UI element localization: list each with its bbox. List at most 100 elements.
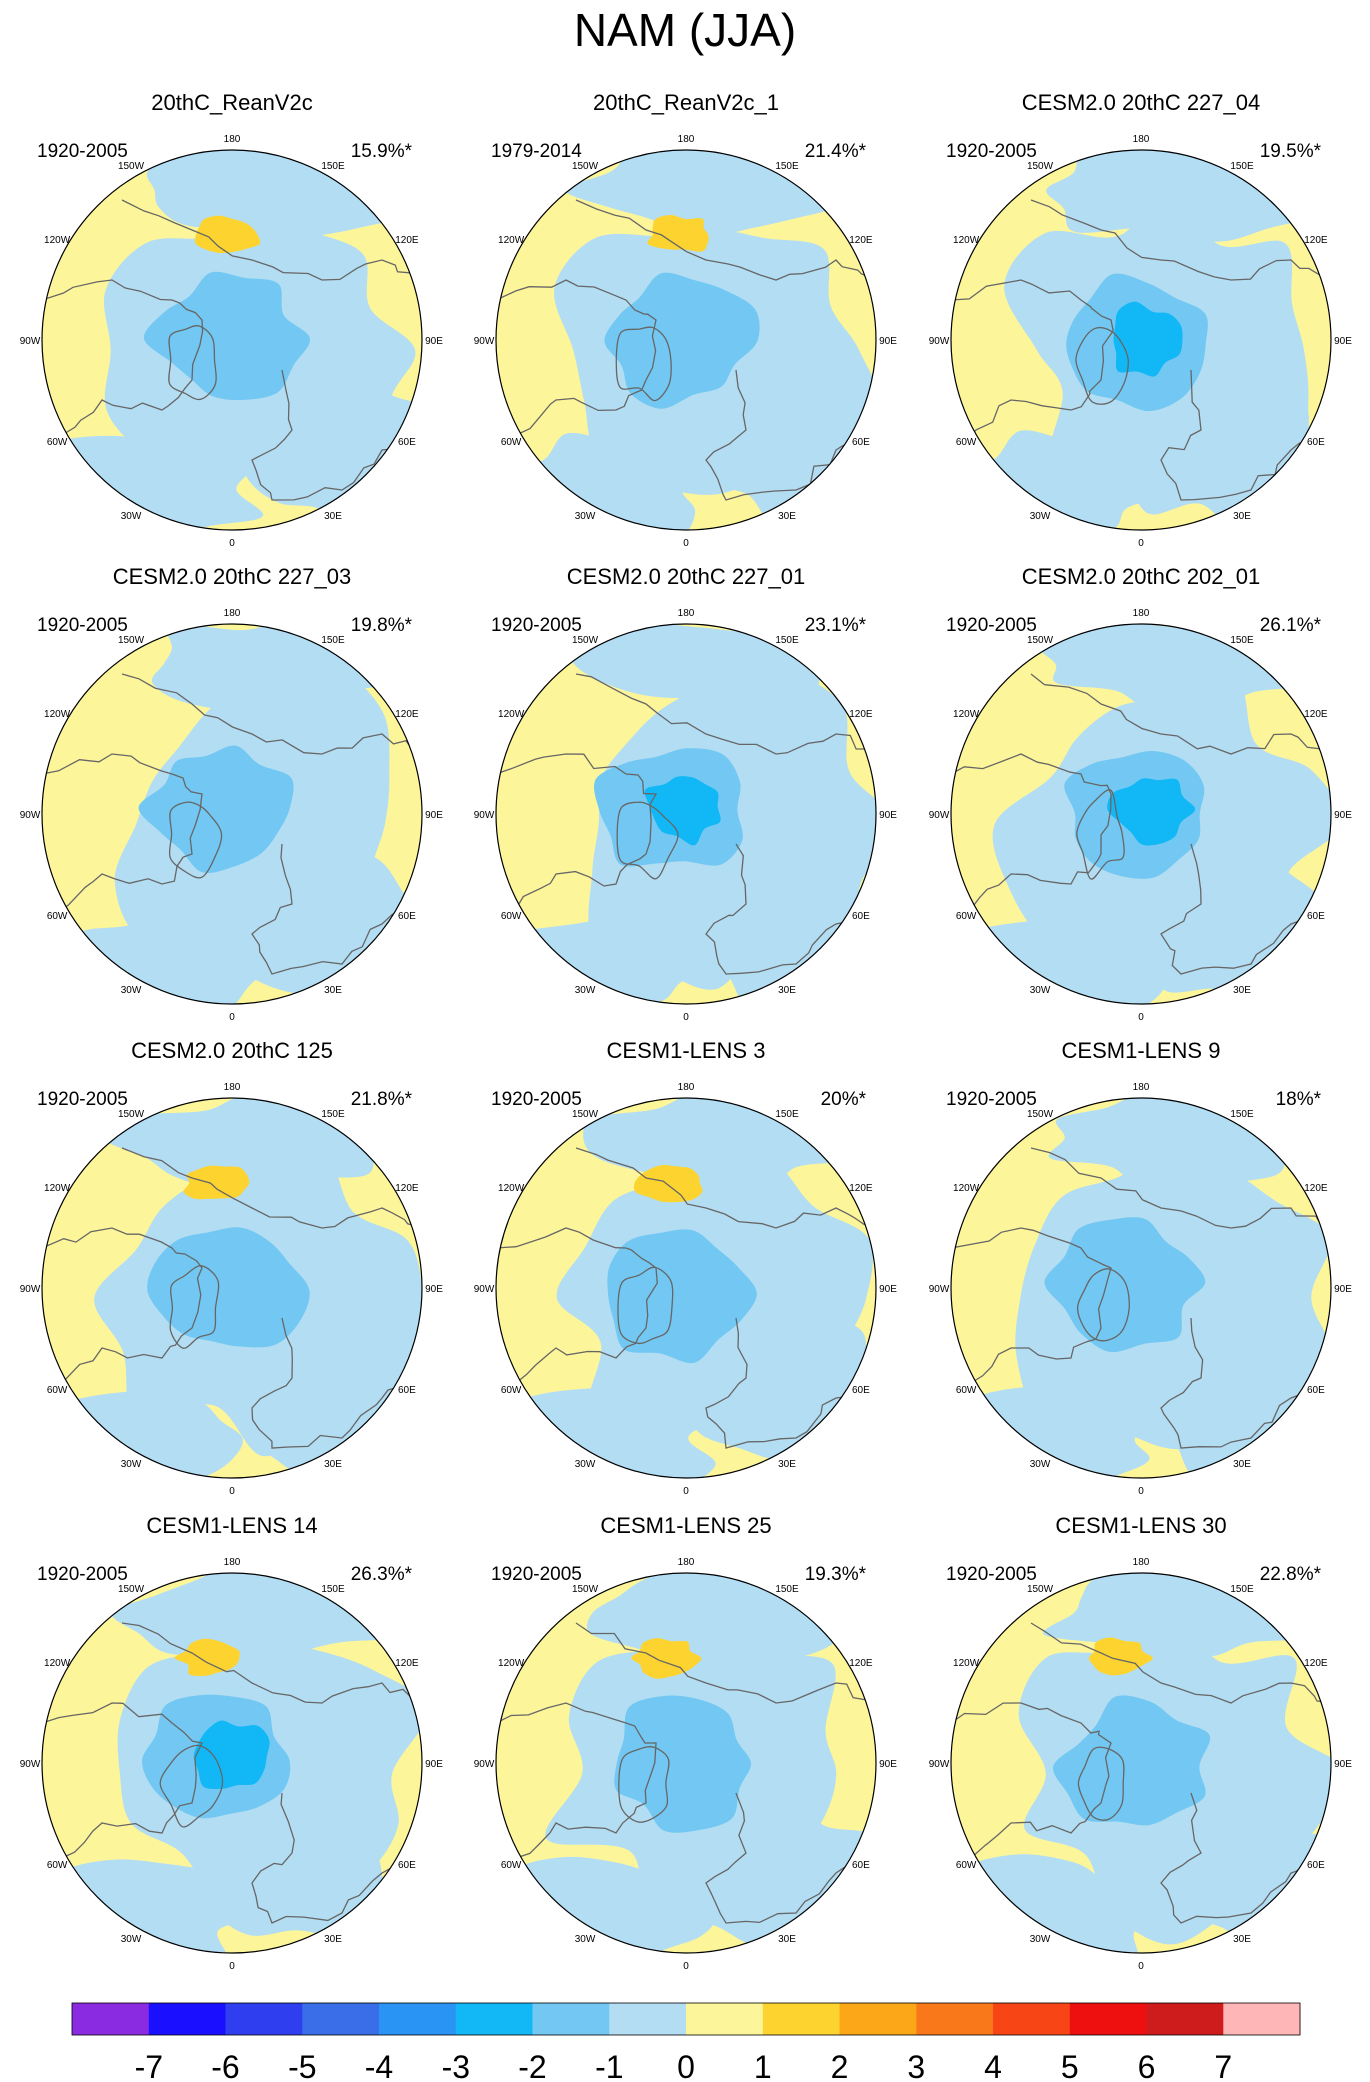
longitude-label: 120W xyxy=(498,709,525,720)
longitude-label: 60W xyxy=(47,1385,68,1396)
contour-neg2 xyxy=(1044,1217,1206,1353)
longitude-label: 90W xyxy=(20,336,41,347)
longitude-label: 60W xyxy=(501,1860,522,1871)
map-field xyxy=(42,1573,422,1953)
longitude-label: 0 xyxy=(1138,1486,1144,1497)
panel-variance: 22.8%* xyxy=(1260,1564,1322,1585)
longitude-label: 180 xyxy=(224,1082,241,1093)
colorbar-tick-label: 2 xyxy=(831,2049,849,2082)
panel-period: 1920-2005 xyxy=(946,1089,1037,1110)
longitude-label: 120W xyxy=(44,235,71,246)
panel-period: 1920-2005 xyxy=(946,141,1037,162)
coastline xyxy=(251,1792,422,1924)
coastline xyxy=(121,1147,422,1229)
longitude-label: 120W xyxy=(498,235,525,246)
longitude-label: 150E xyxy=(775,161,799,172)
panel-variance: 19.3%* xyxy=(805,1564,867,1585)
longitude-label: 180 xyxy=(224,1557,241,1568)
longitude-label: 0 xyxy=(229,1012,235,1023)
contour-neg2 xyxy=(614,1695,752,1833)
coastline xyxy=(575,1147,876,1229)
coastline xyxy=(1030,673,1331,755)
longitude-label: 150E xyxy=(775,1584,799,1595)
longitude-label: 30W xyxy=(121,1934,142,1945)
longitude-label: 150W xyxy=(572,1584,599,1595)
longitude-label: 90E xyxy=(425,1759,443,1770)
contour-neg3 xyxy=(1113,301,1183,377)
longitude-label: 120E xyxy=(395,1658,419,1669)
colorbar-tick-label: 3 xyxy=(907,2049,925,2082)
map-frame xyxy=(495,623,877,1005)
panel-title: 20thC_ReanV2c_1 xyxy=(593,90,779,115)
map-panel: 180 150E 120E 90E 60E 30E 0 30W 60W 90W 120W 150W CE… xyxy=(929,1513,1353,1972)
longitude-label: 30E xyxy=(1233,1934,1251,1945)
longitude-label: 120E xyxy=(849,235,873,246)
map-frame xyxy=(950,1572,1332,1954)
contour-neg3 xyxy=(1107,778,1196,846)
longitude-label: 150E xyxy=(1230,161,1254,172)
coastline xyxy=(1030,1622,1331,1704)
coastline xyxy=(42,753,203,910)
coastline xyxy=(1030,199,1331,281)
map-field xyxy=(496,624,876,1004)
longitude-label: 120E xyxy=(849,709,873,720)
colorbar-tick-label: -6 xyxy=(211,2049,239,2082)
longitude-label: 60W xyxy=(501,1385,522,1396)
map-field xyxy=(496,150,876,530)
coastline xyxy=(575,673,876,755)
coastline xyxy=(951,1227,1112,1384)
longitude-label: 150W xyxy=(118,1109,145,1120)
longitude-label: 150W xyxy=(1027,161,1054,172)
longitude-label: 30W xyxy=(121,1459,142,1470)
greenland-outline xyxy=(616,801,679,880)
longitude-label: 90E xyxy=(879,336,897,347)
longitude-label: 120E xyxy=(1304,1658,1328,1669)
contour-neg2 xyxy=(1053,1695,1211,1826)
longitude-label: 90W xyxy=(474,810,495,821)
panel-title: 20thC_ReanV2c xyxy=(151,90,312,115)
coastline xyxy=(705,1317,876,1449)
longitude-label: 90W xyxy=(929,1759,950,1770)
map-frame xyxy=(950,149,1332,531)
coastline xyxy=(121,199,422,281)
panel-title: CESM1-LENS 9 xyxy=(1062,1038,1221,1063)
longitude-label: 150E xyxy=(775,635,799,646)
colorbar-tick-label: 6 xyxy=(1138,2049,1156,2082)
panel-variance: 21.8%* xyxy=(351,1089,413,1110)
colorbar-tick-label: 4 xyxy=(984,2049,1002,2082)
longitude-label: 60W xyxy=(956,1385,977,1396)
colorbar-tick-label: 7 xyxy=(1214,2049,1232,2082)
coastline xyxy=(121,673,422,755)
longitude-label: 60W xyxy=(47,911,68,922)
map-frame xyxy=(495,149,877,531)
longitude-label: 150W xyxy=(1027,1584,1054,1595)
longitude-label: 30E xyxy=(778,511,796,522)
longitude-label: 0 xyxy=(683,538,689,549)
panel-period: 1920-2005 xyxy=(37,615,128,636)
panel-variance: 26.1%* xyxy=(1260,615,1322,636)
contour-neg2 xyxy=(138,745,294,874)
longitude-label: 90W xyxy=(20,810,41,821)
map-panel: 180 150E 120E 90E 60E 30E 0 30W 60W 90W 120W 150W CE… xyxy=(474,1038,898,1497)
longitude-label: 120W xyxy=(498,1183,525,1194)
panel-title: CESM1-LENS 3 xyxy=(607,1038,766,1063)
longitude-label: 150E xyxy=(1230,1109,1254,1120)
longitude-label: 0 xyxy=(1138,1961,1144,1972)
longitude-label: 60W xyxy=(956,1860,977,1871)
colorbar-swatch xyxy=(1069,2003,1148,2035)
longitude-label: 150W xyxy=(1027,635,1054,646)
longitude-label: 180 xyxy=(678,134,695,145)
map-panel: 180 150E 120E 90E 60E 30E 0 30W 60W 90W 120W 150W CE… xyxy=(929,1038,1353,1497)
longitude-label: 120E xyxy=(395,1183,419,1194)
panel-variance: 20%* xyxy=(821,1089,867,1110)
coastline xyxy=(496,1227,658,1384)
greenland-outline xyxy=(618,1746,670,1823)
longitude-label: 60E xyxy=(398,1385,416,1396)
coastline xyxy=(42,279,204,436)
greenland-outline xyxy=(159,1744,224,1828)
longitude-label: 60E xyxy=(1307,437,1325,448)
coastline xyxy=(1030,1147,1331,1229)
panel-title: CESM2.0 20thC 125 xyxy=(131,1038,333,1063)
longitude-label: 150E xyxy=(321,635,345,646)
